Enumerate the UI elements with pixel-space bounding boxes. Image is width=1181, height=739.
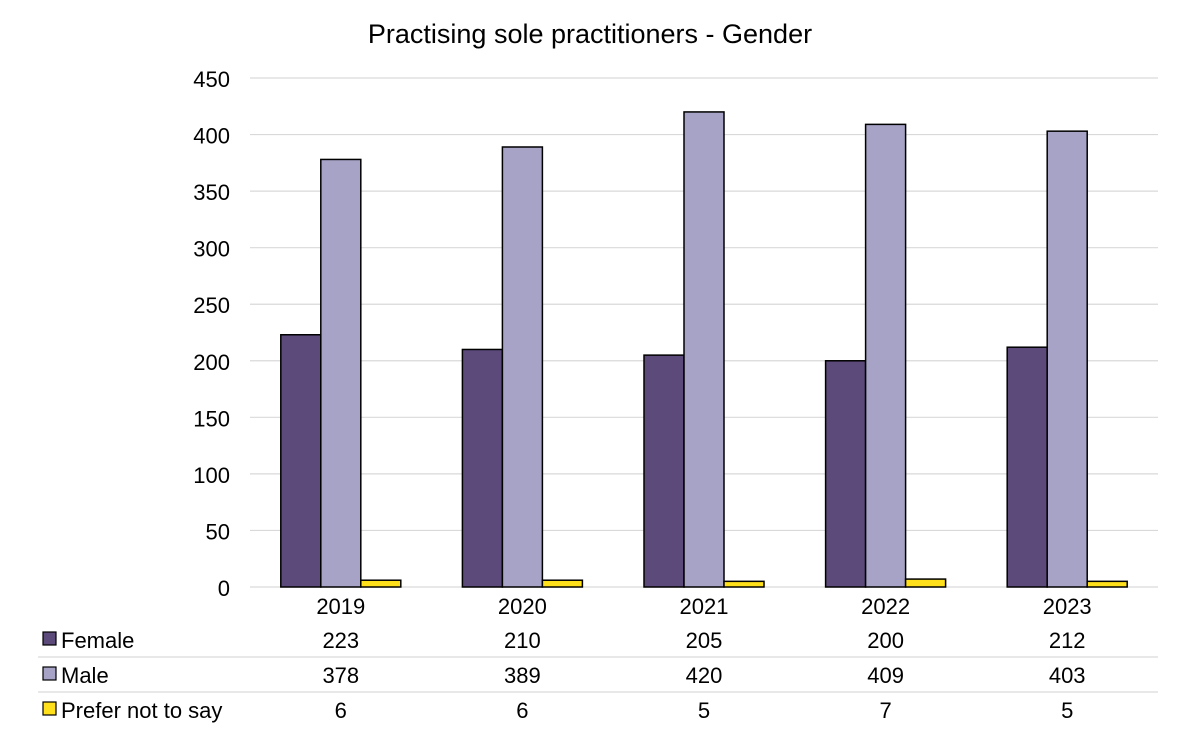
- data-label: 212: [1049, 628, 1086, 653]
- bar-female: [461, 348, 504, 588]
- y-tick-label: 50: [206, 519, 230, 544]
- data-label: 5: [1061, 698, 1073, 723]
- bar-female: [280, 334, 322, 588]
- y-tick-label: 350: [193, 180, 230, 205]
- chart-title: Practising sole practitioners - Gender: [368, 19, 812, 49]
- y-tick-label: 450: [193, 67, 230, 92]
- x-tick-label: 2022: [861, 594, 910, 619]
- bar-male: [1046, 130, 1088, 588]
- data-label: 205: [686, 628, 723, 653]
- bar-male: [501, 146, 544, 588]
- legend-label: Female: [61, 628, 134, 653]
- bar-prefer-not-to-say: [360, 579, 402, 588]
- bar-prefer-not-to-say: [904, 578, 947, 588]
- y-tick-label: 200: [193, 350, 230, 375]
- y-tick-label: 300: [193, 237, 230, 262]
- data-label: 6: [516, 698, 528, 723]
- data-label: 200: [867, 628, 904, 653]
- legend-swatch: [42, 701, 57, 716]
- bar-female: [1006, 346, 1048, 588]
- y-tick-label: 0: [218, 576, 230, 601]
- legend-swatch: [42, 666, 57, 681]
- data-label: 7: [879, 698, 891, 723]
- data-label: 403: [1049, 663, 1086, 688]
- data-label: 6: [335, 698, 347, 723]
- data-label: 223: [322, 628, 359, 653]
- y-tick-label: 100: [193, 463, 230, 488]
- bar-female: [824, 360, 867, 588]
- bar-prefer-not-to-say: [723, 580, 765, 588]
- data-label: 210: [504, 628, 541, 653]
- legend-swatch: [42, 631, 57, 646]
- data-label: 420: [686, 663, 723, 688]
- bar-male: [683, 111, 725, 588]
- bars: [280, 111, 1128, 588]
- data-label: 409: [867, 663, 904, 688]
- bar-prefer-not-to-say: [1086, 580, 1128, 588]
- y-tick-label: 150: [193, 406, 230, 431]
- bar-male: [864, 123, 907, 588]
- x-tick-label: 2023: [1043, 594, 1092, 619]
- y-tick-label: 250: [193, 293, 230, 318]
- bar-male: [320, 158, 362, 588]
- data-table: 2019 2020 2021 2022 2023 Female 223 210 205 200 21…: [38, 594, 1158, 723]
- data-label: 389: [504, 663, 541, 688]
- data-label: 378: [322, 663, 359, 688]
- x-tick-label: 2019: [316, 594, 365, 619]
- bar-female: [643, 354, 685, 588]
- y-tick-label: 400: [193, 124, 230, 149]
- bar-prefer-not-to-say: [541, 579, 584, 588]
- x-tick-label: 2021: [680, 594, 729, 619]
- data-label: 5: [698, 698, 710, 723]
- x-tick-label: 2020: [498, 594, 547, 619]
- legend-label: Male: [61, 663, 109, 688]
- legend-label: Prefer not to say: [61, 698, 222, 723]
